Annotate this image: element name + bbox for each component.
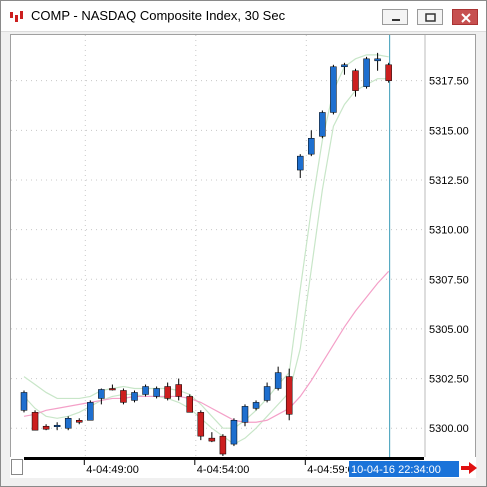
- x-tick-label: 4-04:49:00: [86, 464, 139, 476]
- y-tick-label: 5305.00: [429, 324, 469, 336]
- candle-body: [297, 155, 304, 171]
- y-tick-label: 5315.00: [429, 125, 469, 137]
- close-icon: [461, 13, 471, 23]
- candle-body: [274, 372, 282, 389]
- ma-upper-line: [23, 54, 389, 429]
- candle-body: [20, 392, 28, 411]
- time-axis-bar[interactable]: 4-04:49:00 4-04:54:00 4-04:59:00 10-04-16 2…: [10, 457, 476, 478]
- close-button[interactable]: [452, 9, 478, 25]
- ma-slow-line: [23, 270, 390, 423]
- candle-body: [197, 412, 205, 437]
- right-arrow-icon[interactable]: [460, 462, 478, 474]
- candle-body: [241, 406, 249, 423]
- candle-body: [42, 425, 50, 430]
- candle-body: [330, 66, 337, 113]
- app-chart-icon: [10, 11, 23, 22]
- candle-body: [120, 390, 127, 403]
- candle-body: [230, 420, 238, 445]
- title-bar[interactable]: COMP - NASDAQ Composite Index, 30 Sec: [1, 1, 486, 32]
- y-tick-label: 5310.00: [429, 225, 469, 237]
- candle-body: [352, 70, 359, 91]
- y-tick-label: 5317.50: [429, 76, 469, 88]
- candle-body: [153, 388, 160, 397]
- candle-body: [64, 418, 72, 429]
- maximize-button[interactable]: [417, 9, 443, 25]
- cursor-time-badge: [349, 461, 459, 477]
- y-tick-label: 5302.50: [429, 374, 469, 386]
- minimize-button[interactable]: [382, 9, 408, 25]
- scroll-handle[interactable]: [11, 459, 23, 475]
- candle-body: [285, 376, 293, 415]
- candle-body: [109, 388, 116, 391]
- candle-body: [87, 402, 94, 421]
- candle-body: [263, 386, 271, 401]
- candle-body: [252, 402, 260, 409]
- candlestick-chart[interactable]: 5300.00 5302.50 5305.00 5307.50 5310.00 5312.…: [11, 35, 475, 458]
- candle-body: [142, 386, 149, 395]
- y-tick-label: 5300.00: [429, 423, 469, 435]
- candle-body: [219, 435, 227, 455]
- candle-body: [53, 424, 61, 427]
- candle-body: [164, 386, 171, 399]
- x-axis-band: [24, 457, 424, 460]
- minimize-icon: [392, 19, 400, 21]
- y-tick-label: 5307.50: [429, 274, 469, 286]
- candle-body: [319, 112, 326, 137]
- candle-body: [31, 412, 39, 431]
- candle-body: [186, 396, 193, 413]
- candle-body: [76, 420, 83, 423]
- x-tick-label: 4-04:54:00: [197, 464, 250, 476]
- candle-body: [131, 392, 138, 401]
- candle-body: [385, 64, 392, 81]
- candle-body: [98, 389, 105, 399]
- chart-panel[interactable]: 5300.00 5302.50 5305.00 5307.50 5310.00 5312.…: [10, 34, 476, 459]
- y-tick-label: 5312.50: [429, 175, 469, 187]
- candle-body: [308, 138, 315, 155]
- candle-body: [175, 384, 182, 397]
- restore-icon: [425, 13, 436, 22]
- candle-body: [208, 437, 216, 442]
- cursor-time-label: 10-04-16 22:34:00: [351, 464, 441, 476]
- ma-lower-line: [23, 78, 389, 445]
- candle-body: [374, 58, 381, 62]
- x-tick-label: 4-04:59:00: [307, 464, 360, 476]
- candle-body: [363, 58, 370, 87]
- candle-body: [341, 64, 348, 68]
- window-title: COMP - NASDAQ Composite Index, 30 Sec: [31, 8, 286, 23]
